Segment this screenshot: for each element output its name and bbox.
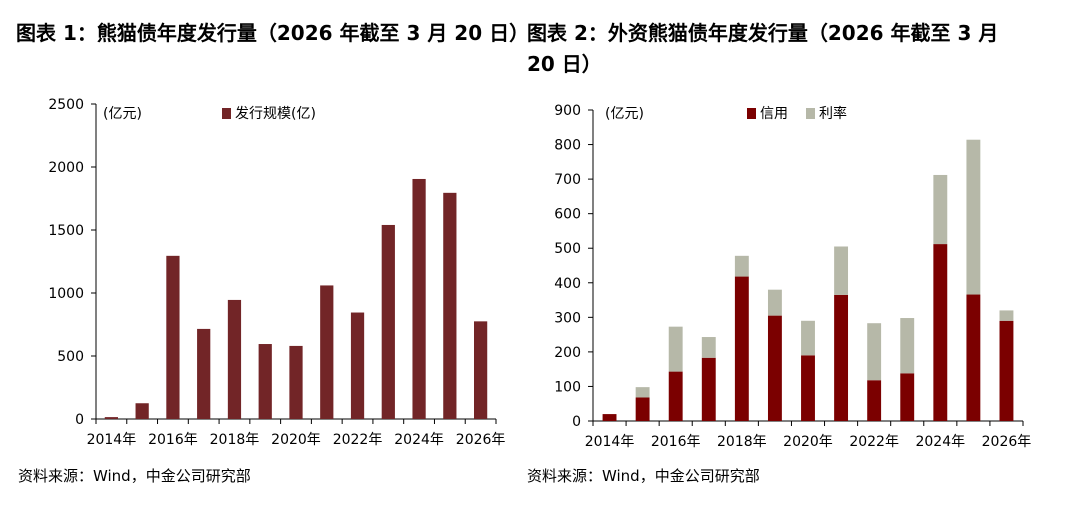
bar-primary-2019年 bbox=[767, 315, 782, 421]
x-tick-label: 2014年 bbox=[87, 432, 137, 448]
bar-primary-2021年 bbox=[320, 285, 334, 419]
bar-primary-2015年 bbox=[635, 397, 650, 421]
bar-secondary-2026年 bbox=[999, 310, 1014, 321]
x-tick-label: 2016年 bbox=[651, 434, 701, 450]
chart-1-svg: 0 500 1000 1500 2000 2500 2014年 2016年 2018年 2020年… bbox=[48, 97, 506, 448]
y-unit-label: (亿元) bbox=[605, 106, 644, 122]
chart-2-title: 图表 2：外资熊猫债年度发行量（2026 年截至 3 月 20 日） bbox=[527, 21, 999, 76]
y-tick-label: 900 bbox=[554, 103, 581, 119]
bar-primary-2014年 bbox=[104, 417, 118, 419]
bar-secondary-2018年 bbox=[734, 255, 749, 277]
bar-primary-2026年 bbox=[999, 320, 1014, 421]
chart-1-title: 图表 1：熊猫债年度发行量（2026 年截至 3 月 20 日） bbox=[16, 21, 530, 45]
x-tick-label: 2020年 bbox=[271, 432, 321, 448]
bar-primary-2023年 bbox=[900, 373, 915, 421]
bar-primary-2015年 bbox=[135, 403, 149, 419]
bar-secondary-2021年 bbox=[834, 246, 849, 295]
bar-primary-2018年 bbox=[734, 276, 749, 421]
bar-primary-2017年 bbox=[701, 357, 716, 421]
bar-secondary-2024年 bbox=[933, 174, 948, 245]
y-tick-label: 400 bbox=[554, 276, 581, 292]
legend-swatch-0 bbox=[747, 108, 756, 119]
legend-swatch-1 bbox=[806, 108, 815, 119]
y-tick-label: 700 bbox=[554, 172, 581, 188]
x-tick-label: 2024年 bbox=[394, 432, 444, 448]
legend-label-0: 信用 bbox=[760, 106, 788, 122]
y-tick-label: 0 bbox=[75, 412, 84, 428]
y-tick-label: 2000 bbox=[48, 160, 84, 176]
bar-primary-2024年 bbox=[933, 244, 948, 421]
y-tick-label: 0 bbox=[572, 414, 581, 430]
bar-primary-2021年 bbox=[834, 294, 849, 421]
chart-panel-2: 图表 2：外资熊猫债年度发行量（2026 年截至 3 月 20 日） 0 100 2… bbox=[527, 0, 1080, 506]
x-tick-label: 2018年 bbox=[717, 434, 767, 450]
bar-primary-2022年 bbox=[350, 312, 365, 419]
chart-2-source: 资料来源：Wind，中金公司研究部 bbox=[527, 467, 760, 485]
y-tick-label: 800 bbox=[554, 138, 581, 154]
x-tick-label: 2016年 bbox=[148, 432, 198, 448]
bar-secondary-2025年 bbox=[966, 139, 981, 295]
bar-secondary-2019年 bbox=[767, 289, 782, 316]
x-tick-label: 2026年 bbox=[982, 434, 1032, 450]
bar-primary-2018年 bbox=[227, 299, 242, 419]
chart-panel-1: 图表 1：熊猫债年度发行量（2026 年截至 3 月 20 日） 0 500 100… bbox=[16, 21, 530, 485]
y-tick-label: 500 bbox=[57, 349, 84, 365]
y-tick-label: 500 bbox=[554, 241, 581, 257]
y-tick-label: 300 bbox=[554, 310, 581, 326]
bar-primary-2020年 bbox=[801, 355, 815, 421]
bar-primary-2014年 bbox=[602, 414, 617, 421]
bar-secondary-2022年 bbox=[867, 323, 882, 381]
bar-primary-2016年 bbox=[166, 255, 180, 419]
x-tick-label: 2020年 bbox=[783, 434, 833, 450]
y-tick-label: 1000 bbox=[48, 286, 84, 302]
x-tick-label: 2022年 bbox=[849, 434, 899, 450]
legend-label-1: 利率 bbox=[819, 105, 847, 122]
bar-secondary-2023年 bbox=[900, 318, 915, 374]
x-tick-label: 2026年 bbox=[456, 432, 506, 448]
legend-swatch-0 bbox=[222, 108, 231, 119]
bar-secondary-2015年 bbox=[635, 387, 650, 398]
bar-primary-2025年 bbox=[443, 192, 457, 419]
bar-primary-2023年 bbox=[381, 224, 395, 419]
x-tick-label: 2022年 bbox=[333, 432, 383, 448]
bar-primary-2016年 bbox=[668, 371, 683, 421]
y-tick-label: 2500 bbox=[48, 97, 84, 113]
y-tick-label: 600 bbox=[554, 207, 581, 223]
bar-primary-2019年 bbox=[258, 344, 272, 419]
x-tick-label: 2014年 bbox=[585, 434, 635, 450]
legend-label-0: 发行规模(亿) bbox=[235, 106, 316, 122]
bar-primary-2026年 bbox=[474, 321, 488, 419]
bar-secondary-2020年 bbox=[801, 320, 815, 356]
bar-secondary-2017年 bbox=[701, 337, 716, 358]
bar-primary-2022年 bbox=[867, 380, 882, 421]
bar-primary-2020年 bbox=[289, 345, 303, 419]
y-unit-label: (亿元) bbox=[103, 106, 142, 122]
y-tick-label: 200 bbox=[554, 345, 581, 361]
chart-1-source: 资料来源：Wind，中金公司研究部 bbox=[18, 467, 251, 485]
chart-2-svg: 0 100 200 300 400 500 600 700 800 900 2014年 2016年 20… bbox=[554, 103, 1032, 450]
y-tick-label: 1500 bbox=[48, 223, 84, 239]
bar-primary-2017年 bbox=[197, 328, 211, 419]
bar-secondary-2016年 bbox=[668, 326, 683, 372]
bar-primary-2024年 bbox=[412, 178, 426, 419]
y-tick-label: 100 bbox=[554, 379, 581, 395]
x-tick-label: 2024年 bbox=[915, 434, 965, 450]
x-tick-label: 2018年 bbox=[210, 432, 260, 448]
bar-primary-2025年 bbox=[966, 294, 981, 421]
